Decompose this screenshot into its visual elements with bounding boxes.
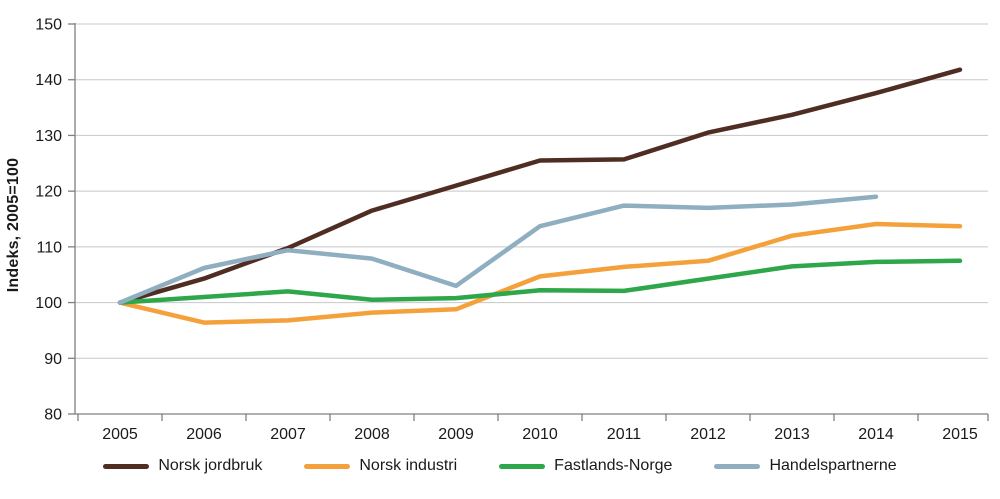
- legend-label: Fastlands-Norge: [554, 457, 673, 474]
- legend-swatch-norsk-jordbruk: [103, 463, 150, 469]
- series-line-handelspartnerne: [117, 194, 879, 305]
- plot-area: 80 90 100 110 120 130 140 150 2005 2006 2007 2008 20…: [35, 17, 989, 443]
- x-tick-label: 2008: [354, 426, 390, 443]
- y-tick-label: 90: [44, 351, 62, 368]
- x-tick-label: 2011: [607, 426, 642, 443]
- legend-item-norsk-industri: Norsk industri: [304, 457, 457, 475]
- series-line-fastlands-norge: [117, 258, 963, 305]
- legend-label: Norsk industri: [359, 457, 458, 474]
- x-tick-label: 2006: [186, 426, 222, 443]
- y-tick-label: 120: [35, 184, 62, 201]
- x-tick-label: 2010: [522, 426, 558, 443]
- legend-item-norsk-jordbruk: Norsk jordbruk: [103, 457, 262, 475]
- y-tick-label: 140: [35, 72, 62, 89]
- series-line-norsk-industri: [117, 221, 963, 325]
- x-tick-label: 2014: [858, 426, 894, 443]
- series-line-norsk-jordbruk: [117, 67, 963, 305]
- x-tick-label: 2005: [102, 426, 138, 443]
- legend-swatch-norsk-industri: [304, 463, 351, 469]
- y-tick-label: 80: [44, 407, 62, 424]
- x-tick-label: 2009: [438, 426, 474, 443]
- legend-swatch-fastlands-norge: [499, 463, 546, 469]
- x-tick-label: 2015: [942, 426, 978, 443]
- y-tick-label: 130: [35, 128, 62, 145]
- legend-item-fastlands-norge: Fastlands-Norge: [499, 457, 672, 475]
- legend-item-handelspartnerne: Handelspartnerne: [714, 457, 897, 475]
- legend-swatch-handelspartnerne: [714, 463, 761, 469]
- legend-label: Norsk jordbruk: [158, 457, 263, 474]
- y-tick-label: 110: [36, 239, 62, 256]
- x-tick-label: 2013: [774, 426, 810, 443]
- y-tick-label: 150: [35, 17, 62, 34]
- x-tick-label: 2007: [270, 426, 306, 443]
- legend: Norsk jordbruk Norsk industri Fastlands-No…: [0, 457, 1000, 475]
- legend-label: Handelspartnerne: [769, 457, 897, 474]
- x-tick-label: 2012: [690, 426, 726, 443]
- y-tick-label: 100: [35, 295, 62, 312]
